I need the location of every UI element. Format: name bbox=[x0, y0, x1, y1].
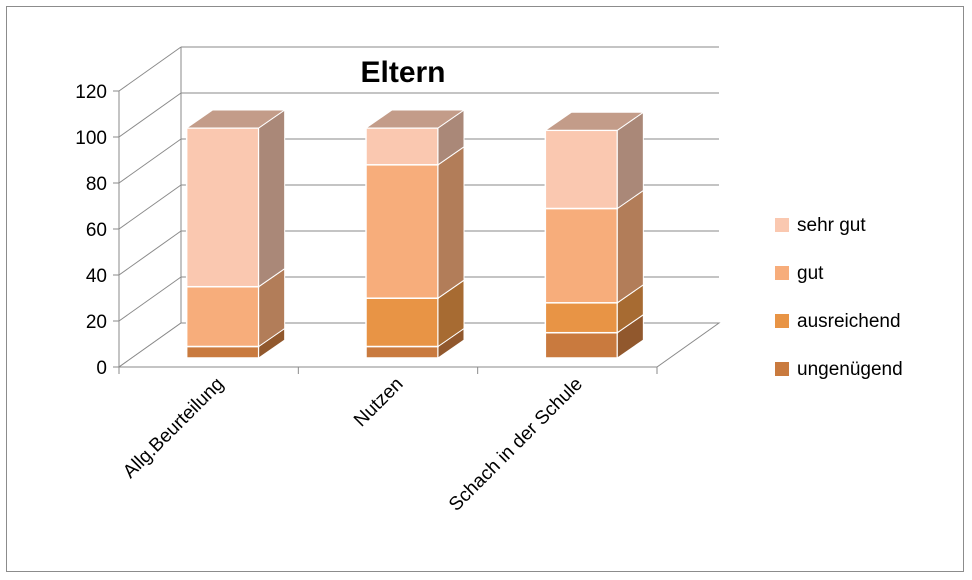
y-tick-label: 40 bbox=[86, 266, 107, 287]
legend-item-sehr-gut: sehr gut bbox=[775, 215, 866, 236]
bar-front-face bbox=[544, 129, 619, 210]
y-tick-label: 100 bbox=[75, 128, 107, 149]
legend-label: ausreichend bbox=[797, 311, 901, 332]
bar-front-face bbox=[365, 297, 439, 348]
bar-schach-in-der-schule-gut bbox=[544, 189, 644, 304]
chart-frame: 0 20 40 60 80 100 120 Allg.Beurteilung Nutzen Sch… bbox=[6, 6, 964, 572]
bar-front-face bbox=[544, 331, 619, 359]
legend-item-ungenügend: ungenügend bbox=[775, 359, 903, 380]
legend-swatch bbox=[775, 218, 789, 232]
bar-top-face bbox=[364, 109, 466, 129]
side-grid-line bbox=[118, 230, 182, 276]
side-grid-line bbox=[118, 46, 182, 92]
legend: sehr gut gut ausreichend ungenügend bbox=[775, 215, 903, 380]
side-grid-line bbox=[118, 92, 182, 138]
bar-side-face bbox=[258, 109, 286, 288]
bar-top-face bbox=[185, 109, 287, 129]
side-grid-line bbox=[118, 184, 182, 230]
bar-schach-in-der-schule-sehr-gut bbox=[544, 111, 644, 210]
x-tick-label: Schach in der Schule bbox=[445, 374, 587, 516]
y-tick-label: 0 bbox=[96, 358, 107, 379]
legend-swatch bbox=[775, 362, 789, 376]
bar-front-face bbox=[365, 127, 439, 166]
bar-nutzen-ausreichend bbox=[365, 279, 465, 348]
bar-front-face bbox=[365, 345, 439, 359]
side-grid-line bbox=[118, 276, 182, 322]
bar-allg-beurteilung-sehr-gut bbox=[185, 109, 286, 288]
bar-stack-allg-beurteilung bbox=[185, 109, 287, 359]
y-tick-label: 120 bbox=[75, 82, 107, 103]
bar-front-face bbox=[365, 164, 439, 299]
chart-title: Eltern bbox=[360, 56, 445, 89]
bar-side-face bbox=[616, 189, 644, 304]
bar-side-face bbox=[437, 145, 465, 300]
side-grid-line bbox=[118, 138, 182, 184]
legend-label: gut bbox=[797, 263, 824, 284]
bar-nutzen-gut bbox=[365, 145, 465, 300]
legend-swatch bbox=[775, 314, 789, 328]
y-tick-label: 80 bbox=[86, 174, 107, 195]
bar-allg-beurteilung-gut bbox=[185, 267, 286, 348]
y-tick-label: 20 bbox=[86, 312, 107, 333]
legend-swatch bbox=[775, 266, 789, 280]
bar-front-face bbox=[544, 207, 619, 304]
bar-stack-nutzen bbox=[364, 109, 466, 359]
legend-item-ausreichend: ausreichend bbox=[775, 311, 901, 332]
bar-front-face bbox=[185, 345, 260, 359]
bar-schach-in-der-schule-ausreichend bbox=[544, 283, 644, 334]
x-tick-label: Allg.Beurteilung bbox=[119, 374, 228, 483]
bar-stack-schach-in-der-schule bbox=[543, 111, 645, 359]
legend-label: ungenügend bbox=[797, 359, 903, 380]
bar-front-face bbox=[544, 302, 619, 334]
chart-canvas: 0 20 40 60 80 100 120 Allg.Beurteilung Nutzen Sch… bbox=[75, 46, 903, 516]
y-tick-label: 60 bbox=[86, 220, 107, 241]
bar-top-face bbox=[543, 111, 645, 131]
bar-front-face bbox=[185, 127, 260, 288]
bars bbox=[185, 109, 645, 359]
x-tick-label: Nutzen bbox=[350, 374, 407, 431]
legend-item-gut: gut bbox=[775, 263, 824, 284]
bar-schach-in-der-schule-ungenügend bbox=[544, 313, 644, 359]
legend-label: sehr gut bbox=[797, 215, 866, 236]
bar-front-face bbox=[185, 285, 260, 348]
